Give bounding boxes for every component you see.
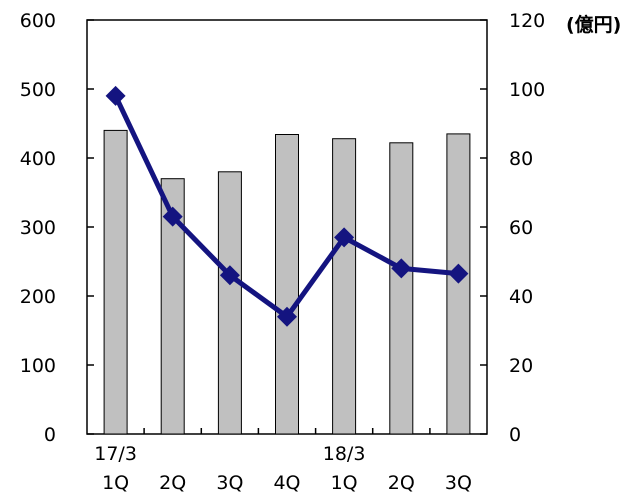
left-tick-label: 500 <box>20 79 56 101</box>
x-category-label: 2Q <box>159 472 186 494</box>
x-year-label: 17/3 <box>94 443 137 465</box>
line-point-7 <box>448 263 469 284</box>
line-point-1 <box>105 85 126 106</box>
left-tick-label: 300 <box>20 217 56 239</box>
line-point-2 <box>162 206 183 227</box>
right-axis: 0 20 40 60 80 100 120 <box>480 10 545 446</box>
line-point-3 <box>219 265 240 286</box>
x-axis: 1Q 2Q 3Q 4Q 1Q 2Q 3Q 17/3 18/3 <box>94 428 472 494</box>
right-axis-unit: (億円) <box>566 13 621 36</box>
right-tick-label: 0 <box>509 424 521 446</box>
bar-2 <box>160 178 185 435</box>
left-tick-label: 100 <box>20 355 56 377</box>
x-category-label: 1Q <box>102 472 129 494</box>
x-category-label: 2Q <box>388 472 415 494</box>
bar-1 <box>103 129 128 435</box>
right-tick-label: 20 <box>509 355 533 377</box>
x-year-label: 18/3 <box>323 443 366 465</box>
bar-6 <box>389 142 414 435</box>
right-tick-label: 100 <box>509 79 545 101</box>
x-category-label: 3Q <box>445 472 472 494</box>
right-tick-label: 60 <box>509 217 533 239</box>
bar-series <box>103 129 471 435</box>
left-tick-label: 600 <box>20 10 56 32</box>
left-tick-label: 200 <box>20 286 56 308</box>
line-point-5 <box>334 227 355 248</box>
x-category-label: 3Q <box>216 472 243 494</box>
bar-4 <box>275 134 299 435</box>
right-tick-label: 80 <box>509 148 533 170</box>
line-point-6 <box>391 258 412 279</box>
bar-7 <box>446 133 471 435</box>
left-tick-label: 400 <box>20 148 56 170</box>
x-category-label: 4Q <box>273 472 300 494</box>
right-tick-label: 120 <box>509 10 545 32</box>
line-point-4 <box>277 306 297 327</box>
right-tick-label: 40 <box>509 286 533 308</box>
line-series <box>105 85 469 327</box>
bar-5 <box>332 138 357 435</box>
left-tick-label: 0 <box>44 424 56 446</box>
x-category-label: 1Q <box>331 472 358 494</box>
bar-3 <box>217 171 242 435</box>
left-axis: 0 100 200 300 400 500 600 <box>20 10 94 446</box>
